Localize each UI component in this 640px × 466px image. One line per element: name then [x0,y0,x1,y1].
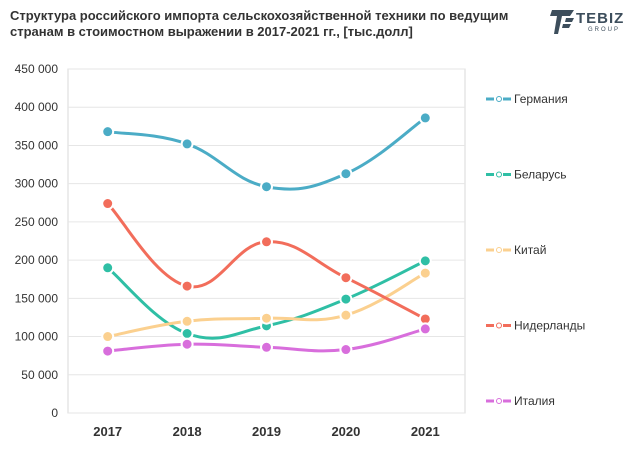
x-tick-label: 2020 [331,424,360,439]
x-tick-label: 2017 [93,424,122,439]
data-point [101,344,115,358]
legend-label: Беларусь [514,168,566,182]
data-point [260,235,273,249]
y-tick-label: 250 000 [15,215,59,229]
x-axis-ticks: 2017 2018 2019 2020 2021 [93,424,440,439]
y-tick-label: 50 000 [21,368,58,382]
series-points [101,111,432,358]
data-point [418,254,432,268]
legend: Германия Беларусь Китай Нидерланды Италия [486,92,585,408]
legend-marker [496,322,502,329]
legend-label: Италия [514,394,555,408]
legend-label: Германия [514,92,568,106]
y-tick-label: 400 000 [15,100,59,114]
tebiz-logo: TEBIZ GROUP [548,6,628,40]
x-tick-label: 2019 [252,424,281,439]
y-axis-ticks: 0 50 000 100 000 150 000 200 000 250 000 300 0… [15,62,59,420]
data-point [101,330,115,344]
y-tick-label: 150 000 [15,291,59,305]
y-tick-label: 100 000 [15,330,59,344]
x-tick-label: 2018 [173,424,202,439]
data-point [180,314,194,328]
y-tick-label: 300 000 [15,177,59,191]
data-point [418,266,432,280]
data-point [339,271,353,285]
data-point [180,137,194,151]
y-tick-label: 450 000 [15,62,59,76]
legend-label: Китай [514,243,546,257]
gridlines [68,68,465,414]
logo-word: TEBIZ [576,10,625,27]
legend-marker [496,171,502,178]
data-point [418,111,432,125]
x-tick-label: 2021 [411,424,440,439]
y-tick-label: 350 000 [15,138,59,152]
data-point [101,197,115,211]
data-point [260,180,273,194]
legend-marker [496,247,502,253]
data-point [101,261,115,275]
y-tick-label: 200 000 [15,253,59,267]
data-point [101,125,115,139]
data-point [339,343,353,357]
legend-label: Нидерланды [514,319,585,333]
chart-title: Структура российского импорта сельскохоз… [10,8,509,39]
data-point [180,326,194,340]
data-point [260,311,273,325]
logo-sub: GROUP [588,27,621,33]
data-point [260,340,273,354]
legend-marker [496,96,502,102]
data-point [180,279,194,293]
y-tick-label: 0 [51,406,58,420]
data-point [339,308,353,322]
data-point [180,337,194,351]
data-point [339,167,353,181]
legend-marker [496,398,502,404]
data-point [418,322,432,336]
data-point [339,292,353,306]
logo-mark-icon [550,10,574,34]
